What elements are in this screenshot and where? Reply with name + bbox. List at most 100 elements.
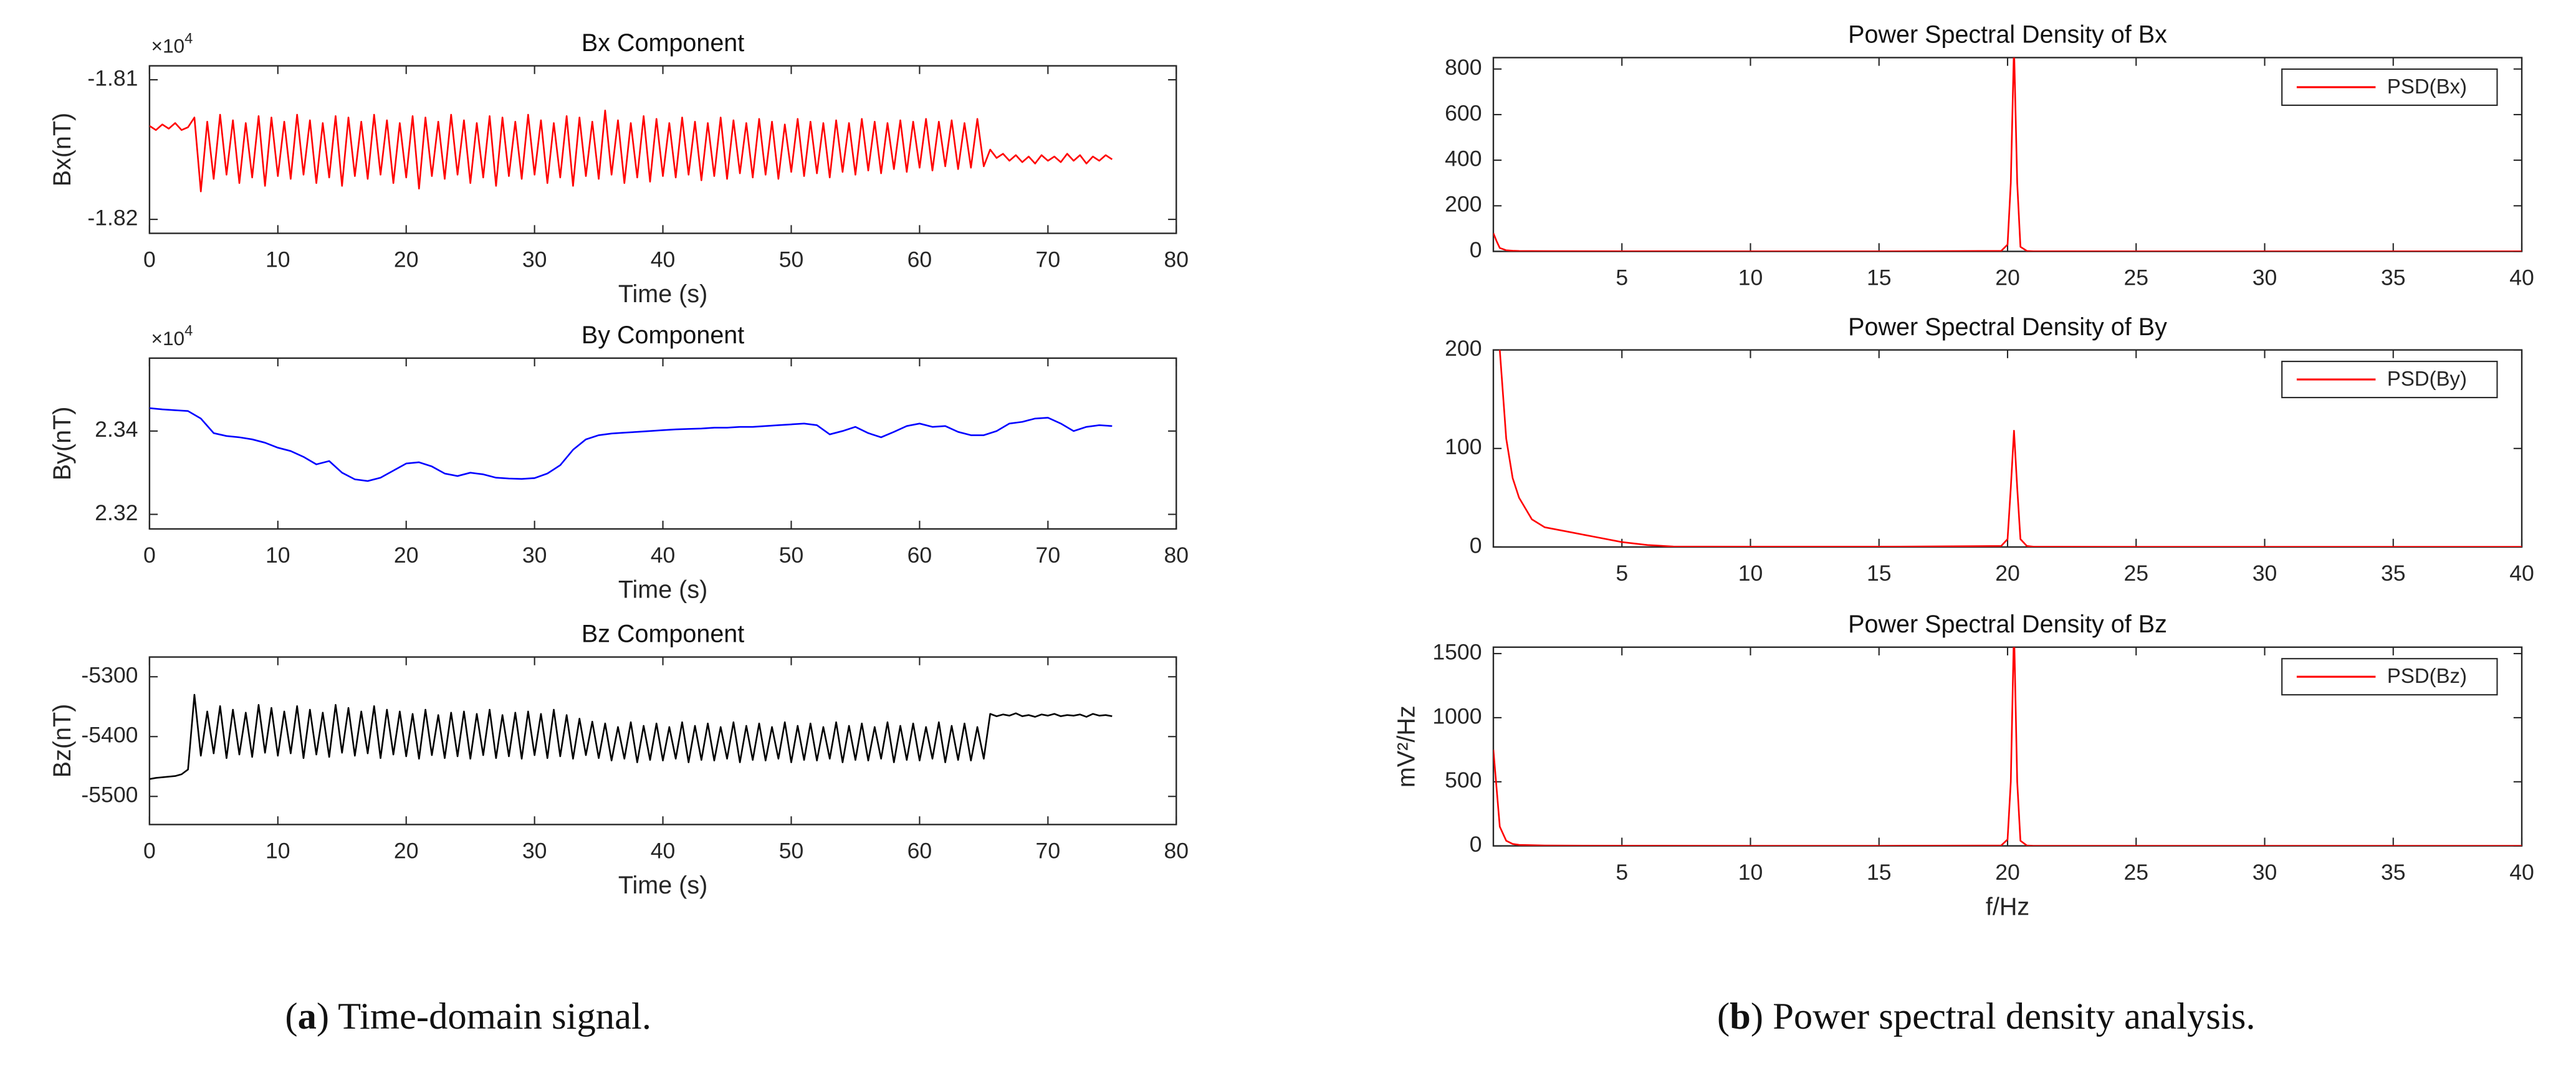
axes-frame bbox=[148, 65, 1177, 234]
legend-label: PSD(Bx) bbox=[2387, 75, 2467, 98]
y-tick-label: 400 bbox=[1445, 146, 1482, 171]
y-tick-label: 0 bbox=[1470, 237, 1482, 262]
y-tick-label: 1500 bbox=[1432, 639, 1482, 664]
y-scale-power: 4 bbox=[184, 323, 193, 340]
x-tick-label: 40 bbox=[2509, 265, 2534, 290]
x-axis-label: f/Hz bbox=[1986, 893, 2029, 920]
data-line bbox=[149, 407, 1113, 482]
x-tick-label: 20 bbox=[394, 247, 419, 272]
caption-part: ( bbox=[1717, 996, 1730, 1037]
y-tick-label: 2.32 bbox=[95, 500, 138, 525]
x-tick-label: 70 bbox=[1036, 247, 1061, 272]
x-tick-label: 60 bbox=[907, 839, 932, 864]
x-tick-label: 80 bbox=[1164, 839, 1189, 864]
x-tick-label: 40 bbox=[651, 247, 676, 272]
caption-part: b bbox=[1730, 996, 1751, 1037]
x-tick-label: 25 bbox=[2124, 561, 2148, 586]
y-tick-label: 600 bbox=[1445, 100, 1482, 125]
data-line bbox=[149, 693, 1113, 780]
x-tick-label: 40 bbox=[2509, 561, 2534, 586]
x-tick-label: 30 bbox=[2253, 561, 2277, 586]
x-axis-label: Time (s) bbox=[618, 872, 707, 899]
y-tick-label: 200 bbox=[1445, 336, 1482, 361]
y-tick-label: -1.82 bbox=[87, 206, 138, 231]
x-tick-label: 60 bbox=[907, 247, 932, 272]
y-tick-label: 100 bbox=[1445, 434, 1482, 459]
figure-caption: (b) Power spectral density analysis. bbox=[1717, 996, 2256, 1037]
y-axis-label: Bz(nT) bbox=[49, 704, 76, 778]
x-tick-label: 80 bbox=[1164, 543, 1189, 568]
data-line bbox=[1493, 647, 2522, 846]
x-tick-label: 15 bbox=[1867, 265, 1892, 290]
y-tick-label: 2.34 bbox=[95, 417, 138, 442]
caption-part: a bbox=[298, 996, 317, 1037]
x-tick-label: 30 bbox=[522, 839, 547, 864]
x-tick-label: 10 bbox=[266, 839, 290, 864]
y-tick-label: -5500 bbox=[81, 783, 138, 807]
x-tick-label: 20 bbox=[1995, 860, 2020, 885]
x-tick-label: 5 bbox=[1616, 561, 1628, 586]
chart-title: Power Spectral Density of Bx bbox=[1848, 21, 2167, 49]
x-tick-label: 10 bbox=[1738, 860, 1763, 885]
x-tick-label: 10 bbox=[1738, 265, 1763, 290]
x-tick-label: 50 bbox=[779, 543, 804, 568]
x-axis-label: Time (s) bbox=[618, 280, 707, 308]
legend-label: PSD(By) bbox=[2387, 367, 2467, 390]
axes-frame bbox=[148, 357, 1177, 530]
chart-title: Bx Component bbox=[582, 29, 744, 57]
x-tick-label: 0 bbox=[143, 247, 156, 272]
x-tick-label: 5 bbox=[1616, 860, 1628, 885]
caption-part: ) Power spectral density analysis. bbox=[1751, 996, 2256, 1037]
data-line bbox=[1493, 57, 2522, 252]
y-scale-base: ×10 bbox=[151, 327, 184, 350]
y-axis-label: Bx(nT) bbox=[49, 113, 76, 187]
y-axis-label: mV²/Hz bbox=[1392, 705, 1420, 788]
data-line bbox=[1498, 350, 2522, 547]
x-tick-label: 20 bbox=[1995, 561, 2020, 586]
x-tick-label: 25 bbox=[2124, 265, 2148, 290]
x-tick-label: 15 bbox=[1867, 561, 1892, 586]
chart-title: Power Spectral Density of Bz bbox=[1848, 611, 2167, 638]
y-scale-label: ×104 bbox=[151, 323, 193, 350]
x-tick-label: 70 bbox=[1036, 839, 1061, 864]
x-tick-label: 10 bbox=[266, 543, 290, 568]
x-tick-label: 10 bbox=[266, 247, 290, 272]
x-tick-label: 20 bbox=[394, 839, 419, 864]
y-tick-label: -1.81 bbox=[87, 65, 138, 90]
y-tick-label: -5300 bbox=[81, 663, 138, 688]
y-axis-label: By(nT) bbox=[49, 407, 76, 481]
x-tick-label: 25 bbox=[2124, 860, 2148, 885]
x-tick-label: 20 bbox=[1995, 265, 2020, 290]
caption-part: ) Time-domain signal. bbox=[317, 996, 651, 1037]
x-tick-label: 30 bbox=[2253, 860, 2277, 885]
x-tick-label: 40 bbox=[2509, 860, 2534, 885]
x-tick-label: 20 bbox=[394, 543, 419, 568]
x-tick-label: 10 bbox=[1738, 561, 1763, 586]
x-tick-label: 60 bbox=[907, 543, 932, 568]
x-tick-label: 50 bbox=[779, 839, 804, 864]
x-tick-label: 0 bbox=[143, 543, 156, 568]
chart-title: Bz Component bbox=[582, 621, 744, 648]
x-tick-label: 30 bbox=[2253, 265, 2277, 290]
y-scale-power: 4 bbox=[184, 31, 193, 47]
y-tick-label: 0 bbox=[1470, 533, 1482, 558]
x-tick-label: 30 bbox=[522, 247, 547, 272]
x-tick-label: 5 bbox=[1616, 265, 1628, 290]
y-tick-label: 1000 bbox=[1432, 703, 1482, 728]
axes-frame bbox=[148, 656, 1177, 826]
y-scale-base: ×10 bbox=[151, 35, 184, 57]
x-tick-label: 35 bbox=[2381, 860, 2406, 885]
x-tick-label: 15 bbox=[1867, 860, 1892, 885]
legend-label: PSD(Bz) bbox=[2387, 664, 2467, 687]
y-tick-label: 500 bbox=[1445, 768, 1482, 793]
y-tick-label: -5400 bbox=[81, 723, 138, 748]
y-tick-label: 800 bbox=[1445, 55, 1482, 80]
chart-title: By Component bbox=[582, 321, 744, 349]
x-tick-label: 0 bbox=[143, 839, 156, 864]
data-line bbox=[149, 110, 1113, 193]
x-axis-label: Time (s) bbox=[618, 576, 707, 604]
x-tick-label: 40 bbox=[651, 839, 676, 864]
x-tick-label: 35 bbox=[2381, 265, 2406, 290]
